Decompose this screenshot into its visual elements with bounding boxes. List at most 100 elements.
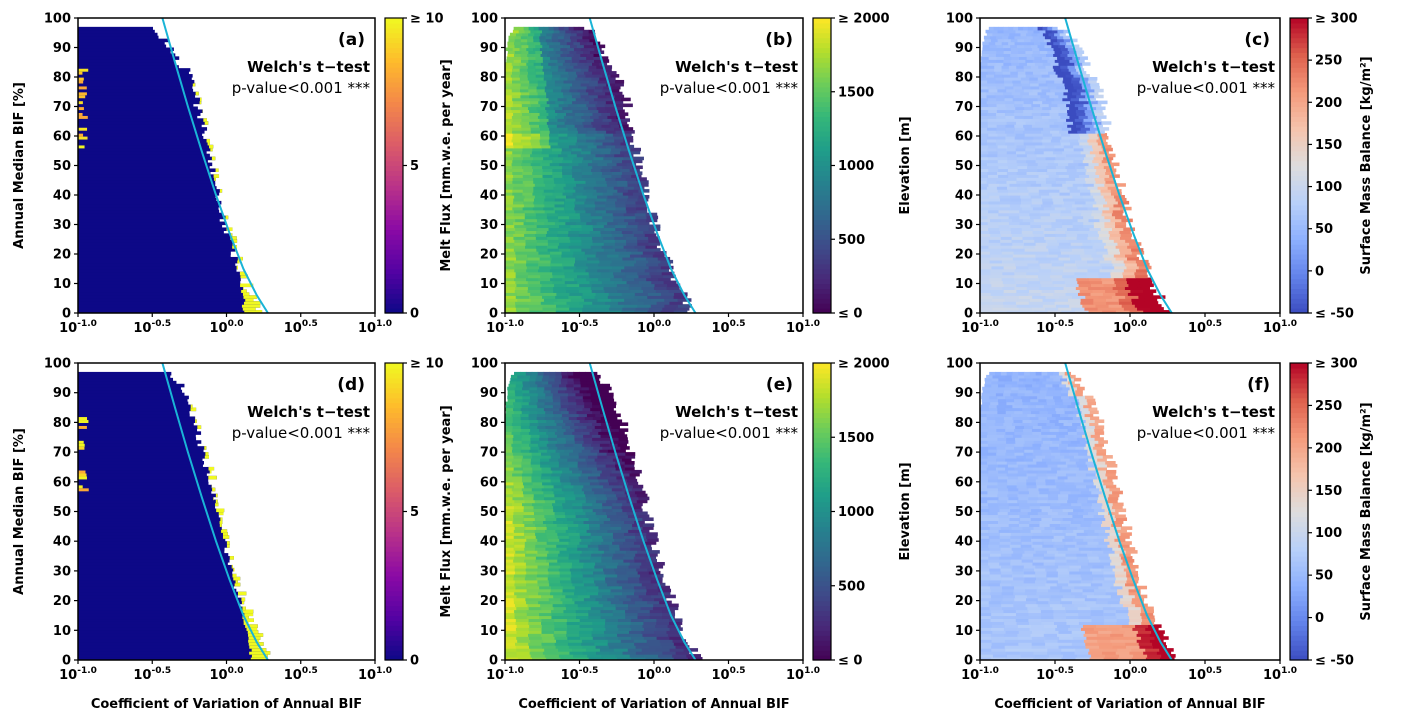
heatmap-strip — [1040, 265, 1054, 270]
heatmap-strip — [623, 127, 634, 131]
heatmap-strip — [560, 657, 576, 660]
heatmap-strip — [538, 254, 551, 258]
heatmap-strip — [541, 627, 555, 631]
heatmap-strip — [568, 212, 581, 217]
heatmap-strip — [547, 53, 555, 57]
y-tick-label: 90 — [53, 386, 71, 401]
heatmap-strip — [987, 189, 999, 193]
heatmap-strip — [620, 295, 635, 299]
y-tick-label: 80 — [53, 71, 71, 86]
heatmap-strip — [667, 283, 681, 288]
heatmap-strip — [592, 550, 605, 554]
heatmap-strip — [1042, 200, 1054, 205]
heatmap-strip — [512, 174, 524, 178]
heatmap-strip — [572, 159, 583, 164]
heatmap-strip — [643, 230, 655, 234]
heatmap-strip — [1108, 304, 1123, 308]
colorbar-swatch — [385, 273, 403, 280]
heatmap-strip — [1014, 109, 1024, 113]
heatmap-strip — [980, 115, 988, 119]
heatmap-strip — [574, 277, 587, 282]
heatmap-strip — [1051, 277, 1065, 282]
heatmap-strip — [980, 65, 988, 69]
heatmap-strip — [594, 425, 604, 429]
heatmap-strip — [557, 97, 568, 102]
heatmap-strip — [564, 32, 572, 37]
heatmap-strip — [622, 588, 636, 593]
heatmap-strip — [1080, 150, 1091, 155]
heatmap-strip — [590, 541, 602, 545]
heatmap-strip — [592, 242, 605, 246]
fit-curve — [161, 18, 269, 313]
heatmap-strip — [637, 298, 652, 302]
heatmap-strip — [505, 124, 513, 128]
heatmap-strip — [540, 162, 551, 167]
heatmap-strip — [528, 59, 537, 63]
heatmap-strip — [1054, 59, 1063, 63]
heatmap-strip — [980, 150, 989, 155]
heatmap-strip — [1026, 156, 1037, 161]
heatmap-strip — [530, 437, 540, 441]
colorbar-swatch — [385, 175, 403, 181]
heatmap-strip — [565, 286, 579, 290]
heatmap-strip — [512, 472, 523, 477]
heatmap-strip — [1092, 203, 1104, 208]
heatmap-strip — [548, 112, 558, 116]
colorbar-swatch — [1290, 278, 1308, 285]
heatmap-strip — [571, 147, 582, 152]
heatmap-strip — [528, 413, 538, 418]
heatmap-strip — [1030, 224, 1042, 229]
heatmap-strip — [513, 26, 520, 31]
heatmap-strip — [513, 508, 525, 513]
heatmap-strip — [996, 112, 1006, 116]
heatmap-strip — [1015, 301, 1030, 305]
heatmap-strip — [78, 466, 215, 471]
heatmap-strip — [1004, 38, 1012, 43]
heatmap-strip — [525, 239, 538, 243]
heatmap-strip — [1027, 29, 1034, 34]
heatmap-strip — [607, 77, 616, 81]
colorbar-swatch — [385, 32, 403, 39]
heatmap-strip — [1050, 130, 1060, 134]
p-value-label: p-value<0.001 *** — [232, 79, 371, 97]
heatmap-strip — [575, 496, 587, 501]
heatmap-strip — [1075, 180, 1087, 184]
heatmap-strip — [576, 138, 587, 143]
heatmap-strip — [1047, 50, 1056, 54]
heatmap-strip — [1016, 159, 1027, 164]
heatmap-strip — [536, 576, 549, 581]
heatmap-strip — [626, 511, 638, 516]
heatmap-strip — [1066, 118, 1076, 122]
heatmap-strip — [1080, 298, 1094, 302]
heatmap-strip — [1037, 168, 1048, 172]
heatmap-strip — [634, 559, 646, 563]
heatmap-strip — [1022, 218, 1035, 223]
heatmap-strip — [622, 133, 632, 137]
heatmap-strip — [563, 431, 573, 435]
colorbar-swatch — [385, 491, 403, 498]
heatmap-strip — [604, 570, 616, 575]
heatmap-strip — [1106, 298, 1120, 302]
colorbar-swatch — [813, 180, 831, 186]
heatmap-strip — [226, 541, 230, 545]
heatmap-strip — [513, 248, 526, 252]
heatmap-strip — [988, 26, 995, 31]
heatmap-strip — [986, 100, 997, 105]
heatmap-strip — [513, 404, 523, 409]
heatmap-strip — [1016, 180, 1027, 184]
heatmap-strip — [996, 118, 1006, 122]
heatmap-strip — [980, 68, 988, 72]
colorbar-swatch — [813, 199, 831, 206]
heatmap-strip — [528, 304, 543, 308]
heatmap-strip — [568, 645, 583, 649]
heatmap-strip — [632, 502, 643, 507]
heatmap-strip — [1005, 307, 1020, 311]
heatmap-strip — [988, 165, 999, 170]
heatmap-strip — [1020, 195, 1032, 199]
heatmap-strip — [557, 389, 566, 394]
heatmap-strip — [1007, 165, 1018, 170]
heatmap-strip — [514, 395, 523, 400]
heatmap-strip — [530, 141, 541, 146]
heatmap-strip — [1127, 256, 1139, 261]
heatmap-strip — [1019, 221, 1031, 226]
